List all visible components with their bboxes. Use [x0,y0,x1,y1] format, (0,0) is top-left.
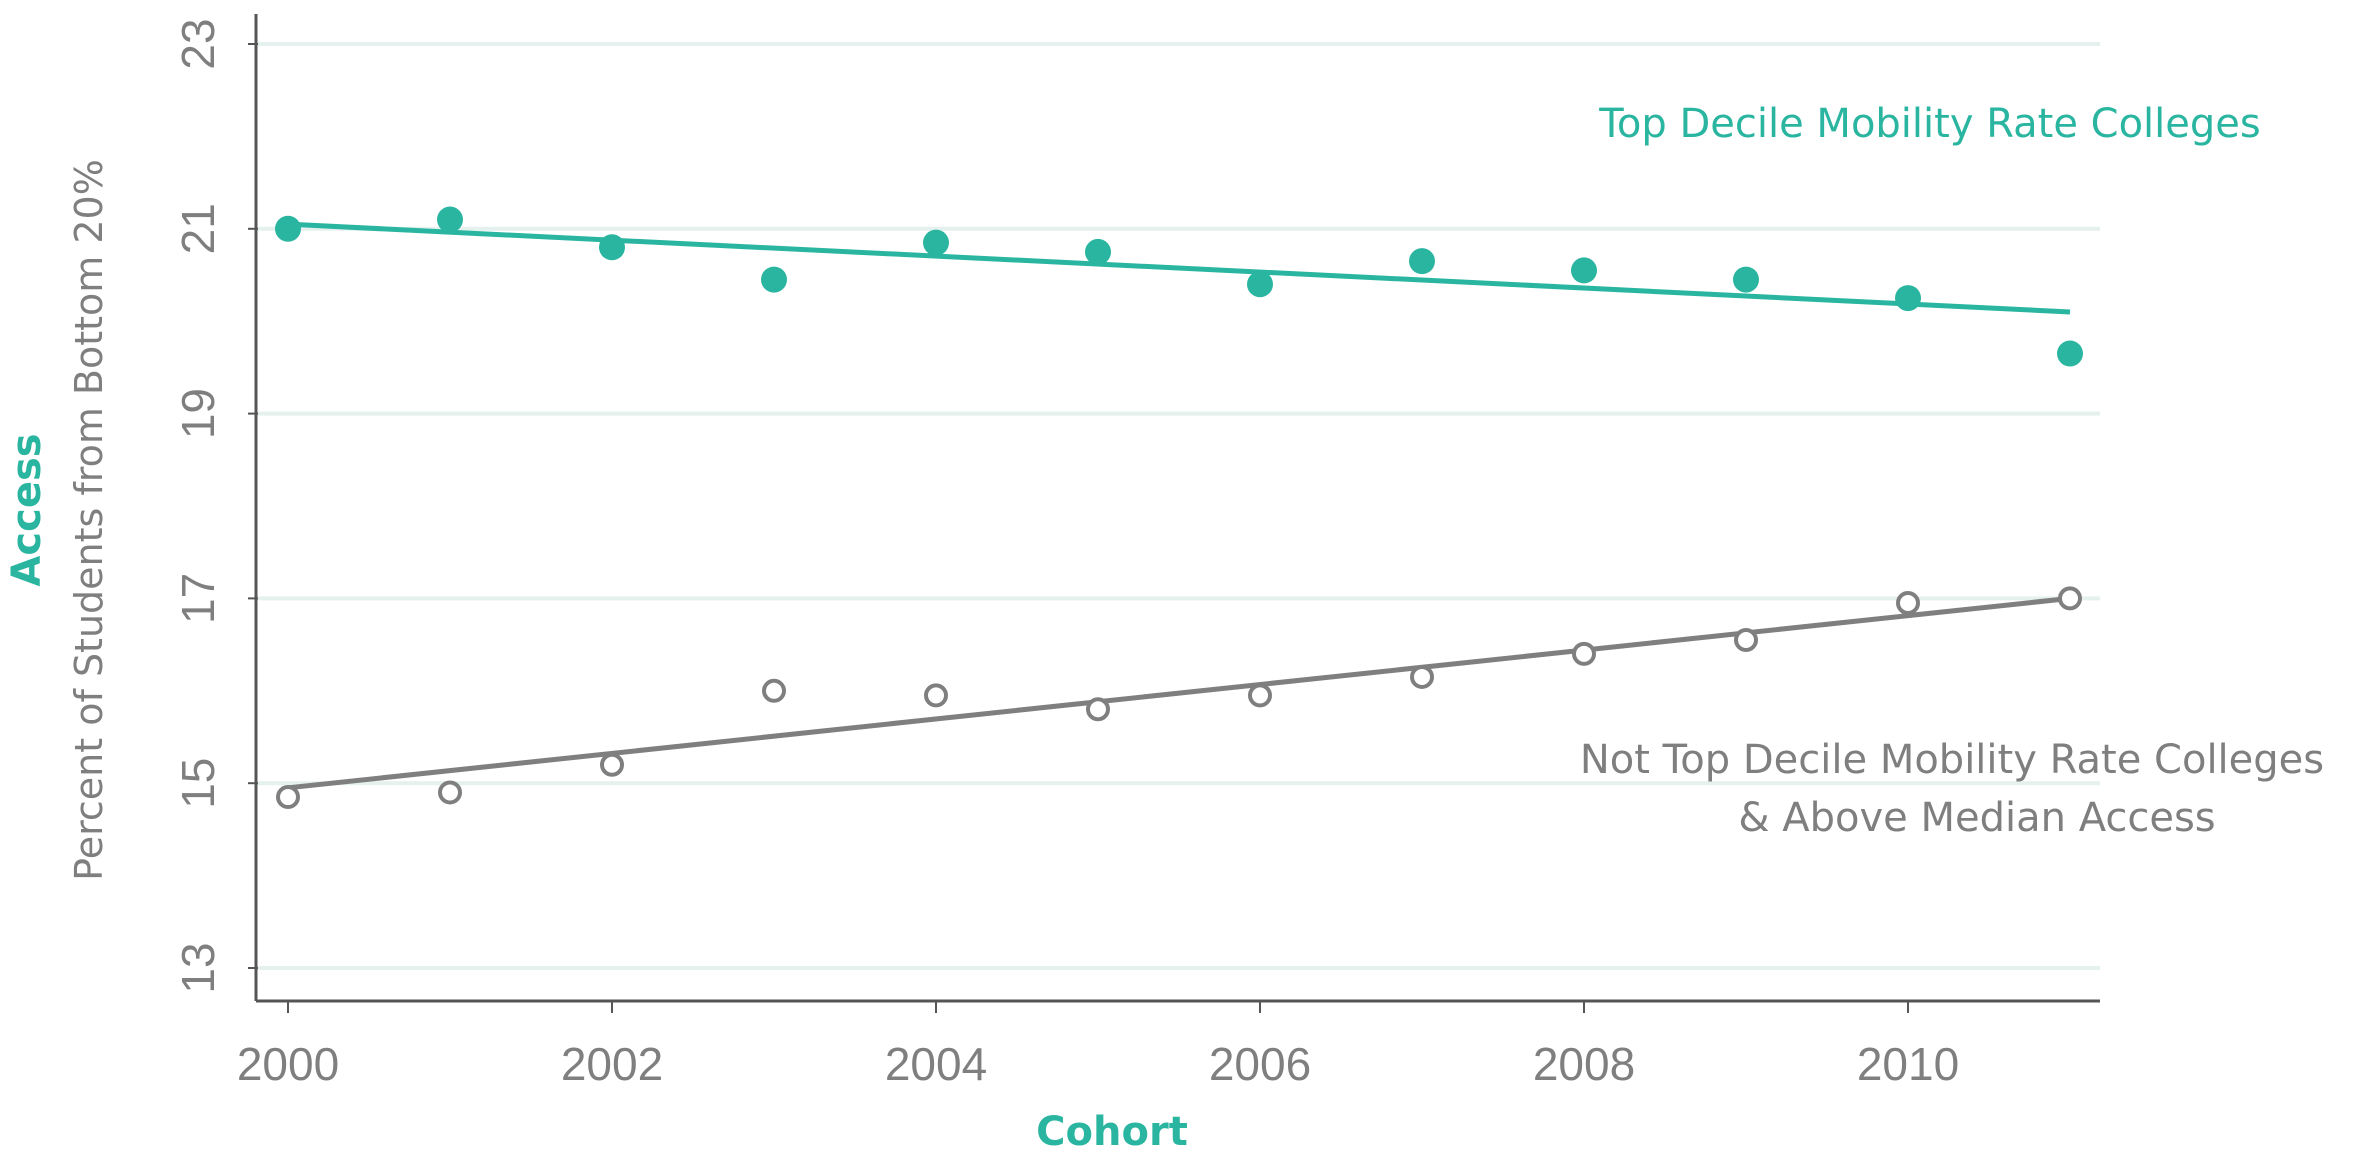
point-series-0-2008 [1571,257,1597,284]
tick-labels: 13 15 17 19 21 23 2000 2002 2004 2006 2008 2010 [172,18,1959,1090]
point-series-0-2006 [1247,271,1273,298]
point-series-0-2004 [923,229,949,256]
y-axis-subtitle: Percent of Students from Bottom 20% [67,159,111,881]
y-tick-label-17: 17 [172,573,224,624]
point-series-1-2008 [1572,641,1596,666]
point-series-0-2002 [599,234,625,261]
x-axis-title: Cohort [1036,1109,1188,1154]
y-axis-title: Access [4,433,50,586]
trend-line-series-0 [287,221,2071,315]
x-tick-label-2002: 2002 [561,1038,663,1090]
trend-lines [287,221,2071,791]
series-label-top-decile: Top Decile Mobility Rate Colleges [1598,101,2260,147]
point-series-1-2006 [1248,683,1272,708]
x-tick-label-2010: 2010 [1857,1038,1959,1090]
point-series-1-2003 [762,678,786,703]
point-series-0-2010 [1895,285,1921,312]
x-tick-label-2008: 2008 [1533,1038,1635,1090]
y-tick-label-13: 13 [172,942,224,993]
point-series-1-2009 [1734,627,1758,652]
point-series-1-2000 [276,785,300,810]
trend-line-series-1 [287,595,2071,791]
point-series-0-2007 [1409,248,1435,275]
point-series-0-2000 [275,215,301,242]
point-series-1-2010 [1896,591,1920,616]
point-series-0-2009 [1733,266,1759,293]
y-tick-label-23: 23 [172,18,224,69]
grid-lines [258,42,2100,970]
y-tick-label-19: 19 [172,388,224,439]
point-series-0-2001 [437,206,463,233]
point-series-1-2001 [438,780,462,805]
point-series-1-2002 [600,752,624,777]
series-label-not-top-decile-line1: Not Top Decile Mobility Rate Colleges [1580,737,2324,783]
y-tick-label-21: 21 [172,203,224,254]
y-tick-label-15: 15 [172,758,224,809]
point-series-0-2011 [2057,340,2083,367]
point-series-0-2005 [1085,238,1111,265]
series-label-not-top-decile-line2: & Above Median Access [1738,795,2215,841]
x-tick-label-2000: 2000 [237,1038,339,1090]
point-series-1-2007 [1410,664,1434,689]
point-series-1-2005 [1086,697,1110,722]
point-series-0-2003 [761,266,787,293]
point-series-1-2004 [924,683,948,708]
point-series-1-2011 [2058,586,2082,611]
x-tick-label-2004: 2004 [885,1038,987,1090]
data-points [275,206,2083,810]
x-tick-label-2006: 2006 [1209,1038,1311,1090]
axes [248,14,2100,1013]
